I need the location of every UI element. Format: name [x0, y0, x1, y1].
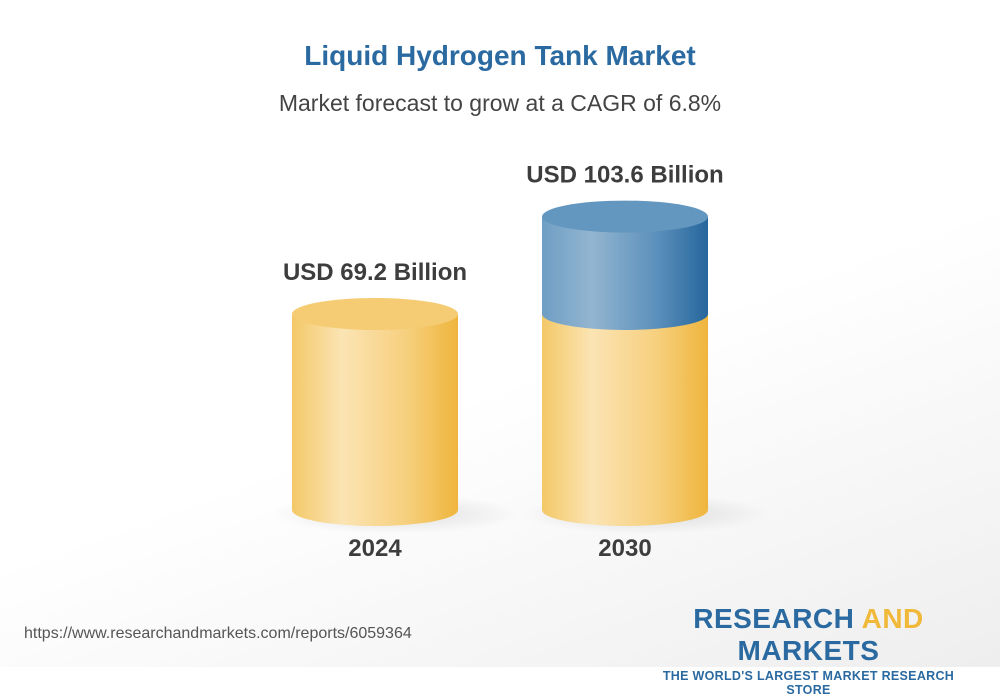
report-url[interactable]: https://www.researchandmarkets.com/repor… — [24, 625, 412, 642]
bar-2030-base-body — [542, 314, 708, 526]
chart-title: Liquid Hydrogen Tank Market — [304, 40, 696, 71]
data-label: USD 69.2 Billion — [283, 259, 467, 286]
category-label: 2030 — [598, 535, 651, 562]
category-label: 2024 — [348, 535, 402, 562]
research-and-markets-logo: RESEARCH AND MARKETS THE WORLD'S LARGEST… — [662, 603, 955, 697]
bar-2030-growth-body — [542, 216, 708, 330]
data-label: USD 103.6 Billion — [526, 162, 723, 189]
bar-2024-top — [292, 298, 458, 330]
bar-2030-growth-top — [542, 200, 708, 233]
bar-2024-body — [292, 314, 458, 526]
chart-subtitle: Market forecast to grow at a CAGR of 6.8… — [278, 90, 722, 116]
chart: USD 69.2 Billion 2024 USD 103.6 Billion 203… — [270, 162, 770, 562]
